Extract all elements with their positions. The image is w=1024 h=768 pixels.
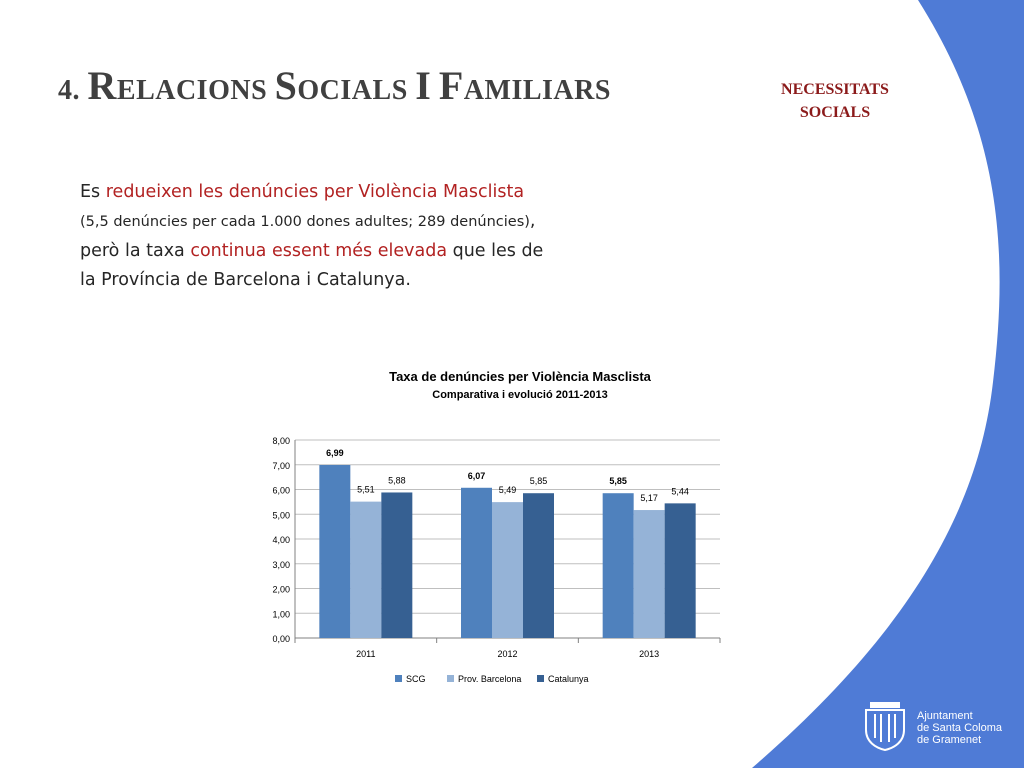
- bar-scg: [461, 487, 492, 638]
- bar-catalunya: [664, 503, 696, 638]
- legend-swatch: [447, 675, 454, 682]
- legend-label: Prov. Barcelona: [458, 674, 521, 684]
- bar-prov-barcelona: [492, 502, 523, 638]
- y-tick-label: 2,00: [272, 585, 290, 595]
- summary-text: Es redueixen les denúncies per Violència…: [80, 178, 590, 295]
- data-label: 6,99: [326, 448, 344, 458]
- coat-of-arms-icon: [865, 702, 905, 752]
- bar-catalunya: [381, 492, 413, 638]
- summary-line-4: la Província de Barcelona i Catalunya.: [80, 270, 411, 290]
- y-tick-label: 0,00: [272, 634, 290, 644]
- bar-prov-barcelona: [350, 501, 382, 638]
- y-tick-label: 3,00: [272, 560, 290, 570]
- title-number: 4.: [58, 75, 80, 106]
- data-label: 5,85: [530, 476, 548, 486]
- section-label: NECESSITATS SOCIALS: [755, 78, 915, 124]
- summary-line-1: Es redueixen les denúncies per Violència…: [80, 182, 525, 202]
- legend-label: SCG: [406, 674, 426, 684]
- x-tick-label: 2012: [497, 649, 517, 659]
- x-tick-label: 2013: [639, 649, 659, 659]
- y-tick-label: 6,00: [272, 486, 290, 496]
- legend-swatch: [395, 675, 402, 682]
- data-label: 5,49: [499, 485, 517, 495]
- legend-swatch: [537, 675, 544, 682]
- summary-line-2: (5,5 denúncies per cada 1.000 dones adul…: [80, 211, 536, 231]
- section-label-line-2: SOCIALS: [799, 104, 871, 121]
- summary-line-3: però la taxa continua essent més elevada…: [80, 241, 544, 261]
- bar-scg: [319, 464, 351, 638]
- y-tick-label: 5,00: [272, 510, 290, 520]
- logo-text: Ajuntament de Santa Coloma de Gramenet: [917, 710, 1002, 746]
- bar-catalunya: [523, 493, 554, 638]
- data-label: 5,85: [609, 476, 627, 486]
- x-tick-label: 2011: [356, 649, 375, 659]
- bar-scg: [602, 493, 634, 638]
- data-label: 5,88: [388, 475, 406, 485]
- data-label: 5,51: [357, 485, 375, 495]
- data-label: 5,44: [671, 486, 689, 496]
- y-tick-label: 8,00: [272, 436, 290, 446]
- page-title: 4. RELACIONS SOCIALS I FAMILIARS: [58, 63, 611, 108]
- legend-label: Catalunya: [548, 674, 589, 684]
- data-label: 6,07: [468, 471, 486, 481]
- y-tick-label: 1,00: [272, 609, 290, 619]
- y-tick-label: 4,00: [272, 535, 290, 545]
- bar-chart: Taxa de denúncies per Violència Masclist…: [272, 369, 721, 684]
- y-tick-label: 7,00: [272, 461, 290, 471]
- chart-title: Taxa de denúncies per Violència Masclist…: [389, 369, 652, 384]
- data-label: 5,17: [640, 493, 658, 503]
- chart-subtitle: Comparativa i evolució 2011-2013: [432, 389, 607, 401]
- section-label-line-1: NECESSITATS: [781, 81, 889, 98]
- bar-prov-barcelona: [633, 510, 665, 638]
